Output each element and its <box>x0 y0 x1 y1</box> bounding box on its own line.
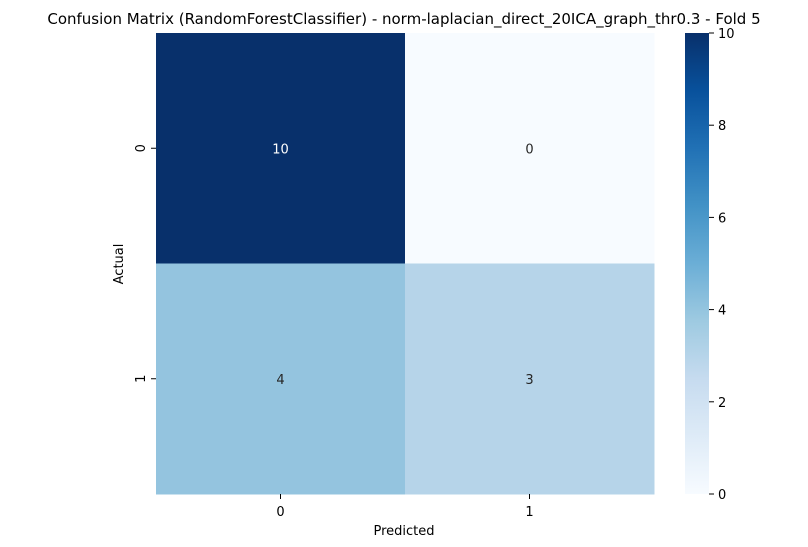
colorbar-tick-label-4: 8 <box>718 119 726 134</box>
x-tick-label-1: 1 <box>525 505 533 520</box>
heatmap-cells: 10 0 4 3 <box>156 33 655 495</box>
colorbar-tick-label-5: 10 <box>718 27 735 42</box>
heatmap-cell-r1-c0 <box>156 263 406 495</box>
colorbar-tick-label-3: 6 <box>718 211 726 226</box>
colorbar-tick-label-1: 2 <box>718 396 726 411</box>
chart-title: Confusion Matrix (RandomForestClassifier… <box>47 10 760 29</box>
cell-value-label-r1-c1: 3 <box>525 373 533 388</box>
x-tick-label-0: 0 <box>276 505 284 520</box>
y-tick-label-1: 1 <box>134 375 149 383</box>
colorbar <box>685 33 709 494</box>
cell-value-label-r0-c0: 10 <box>272 142 289 157</box>
colorbar-tick-label-2: 4 <box>718 304 726 319</box>
y-tick-label-0: 0 <box>134 144 149 152</box>
heatmap-cell-r0-c1 <box>405 33 655 264</box>
cell-value-label-r1-c0: 4 <box>276 373 284 388</box>
heatmap-cell-r1-c1 <box>405 263 655 495</box>
colorbar-ticks: 0 2 4 6 8 10 <box>709 27 735 503</box>
x-axis-label: Predicted <box>373 524 434 539</box>
y-axis-label: Actual <box>112 244 127 285</box>
cell-value-label-r0-c1: 0 <box>525 142 533 157</box>
y-axis-ticks: 01 <box>134 144 156 383</box>
colorbar-tick-label-0: 0 <box>718 488 726 503</box>
heatmap-cell-r0-c0 <box>156 33 406 264</box>
